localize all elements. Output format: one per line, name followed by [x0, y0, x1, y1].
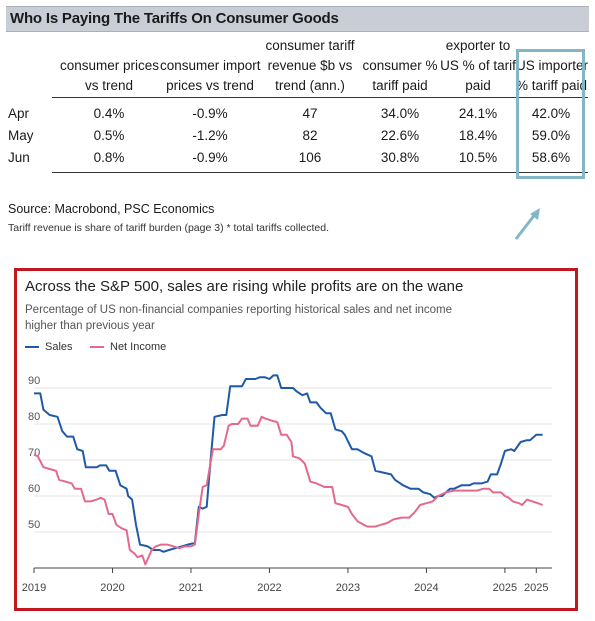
- table-footnote: Tariff revenue is share of tariff burden…: [8, 222, 330, 234]
- cell: 22.6%: [380, 128, 420, 143]
- table-title-bar: Who Is Paying The Tariffs On Consumer Go…: [6, 6, 589, 32]
- legend-sales: Sales: [25, 341, 73, 353]
- cell: 18.4%: [458, 128, 498, 143]
- header-exporter-pct: exporter to US % of tarif paid: [440, 38, 516, 93]
- y-tick-label: 60: [28, 483, 40, 495]
- row-label-may: May: [8, 128, 34, 143]
- table-source: Source: Macrobond, PSC Economics: [8, 202, 215, 216]
- cell: 82: [302, 128, 318, 143]
- series-line-sales: [34, 374, 543, 553]
- header-importer-pct: US importer % tariff paid: [516, 58, 589, 93]
- x-tick-label: 2025: [493, 582, 517, 594]
- cell: -1.2%: [192, 128, 228, 143]
- chart-title: Across the S&P 500, sales are rising whi…: [25, 278, 464, 295]
- cell: 47: [302, 106, 318, 121]
- x-tick-label: 2023: [336, 582, 360, 594]
- cell: 30.8%: [380, 150, 420, 165]
- cell: 0.5%: [93, 128, 125, 143]
- legend-net-income: Net Income: [90, 341, 166, 353]
- table-title: Who Is Paying The Tariffs On Consumer Go…: [10, 10, 339, 27]
- chart-frame: [14, 268, 578, 611]
- legend-net-income-label: Net Income: [110, 341, 167, 353]
- header-rule: [52, 97, 588, 98]
- cell: 106: [298, 150, 322, 165]
- row-label-jun: Jun: [8, 150, 30, 165]
- cell: 59.0%: [531, 128, 571, 143]
- header-consumer-pct: consumer % tariff paid: [362, 58, 438, 93]
- cell: 42.0%: [531, 106, 571, 121]
- row-label-apr: Apr: [8, 106, 30, 121]
- cell: 24.1%: [458, 106, 498, 121]
- cell: 10.5%: [458, 150, 498, 165]
- series-line-net-income: [33, 415, 543, 566]
- cell: -0.9%: [192, 150, 228, 165]
- cell: 0.4%: [93, 106, 125, 121]
- x-tick-label: 2022: [257, 582, 281, 594]
- bottom-rule: [52, 172, 588, 173]
- y-tick-label: 50: [28, 519, 40, 531]
- cell: 34.0%: [380, 106, 420, 121]
- x-tick-label: 2021: [179, 582, 203, 594]
- header-consumer-prices: consumer prices vs trend: [60, 58, 160, 93]
- cell: 58.6%: [531, 150, 571, 165]
- cell: 0.8%: [93, 150, 125, 165]
- x-tick-label: 2024: [414, 582, 438, 594]
- x-tick-label: 2025: [524, 582, 548, 594]
- x-tick-label: 2019: [22, 582, 46, 594]
- header-tariff-revenue: consumer tariff revenue $b vs trend (ann…: [265, 38, 355, 93]
- header-import-prices: consumer import prices vs trend: [160, 58, 261, 93]
- chart-subtitle: Percentage of US non-financial companies…: [25, 304, 453, 332]
- arrow-icon: [514, 208, 540, 240]
- legend-net-income-swatch: [90, 346, 104, 349]
- importer-highlight-box: [516, 49, 585, 179]
- y-tick-label: 80: [28, 411, 40, 423]
- legend-sales-swatch: [25, 346, 39, 349]
- y-tick-label: 90: [28, 375, 40, 387]
- x-tick-label: 2020: [100, 582, 124, 594]
- cell: -0.9%: [192, 106, 228, 121]
- legend-sales-label: Sales: [45, 341, 73, 353]
